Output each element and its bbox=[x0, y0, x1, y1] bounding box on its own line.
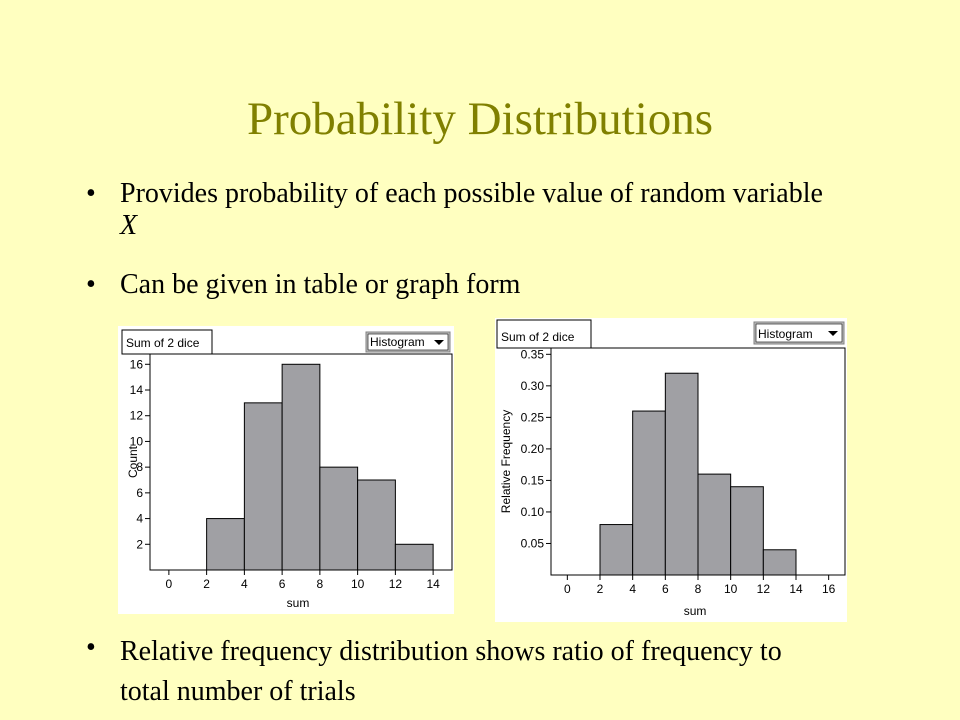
histogram-menu-inner[interactable] bbox=[367, 333, 449, 351]
x-tick-label: 6 bbox=[279, 577, 286, 591]
x-tick-label: 14 bbox=[426, 577, 440, 591]
histogram-relfreq-chart: Sum of 2 dice Histogram 0 2 4 6 8 10 12 14 16 0.05 0… bbox=[496, 319, 846, 618]
bullet-1: • Provides probability of each possible … bbox=[86, 178, 846, 242]
chart-tab-label[interactable]: Sum of 2 dice bbox=[126, 336, 200, 350]
bullet-dot: • bbox=[86, 632, 96, 663]
y-axis-label: Relative Frequency bbox=[499, 410, 513, 513]
x-tick-label: 0 bbox=[564, 582, 571, 596]
histogram-count-panel: Sum of 2 dice Histogram 0 2 4 6 8 10 12 14 2 4 6 8 10 1… bbox=[118, 326, 454, 614]
y-tick-label: 10 bbox=[130, 434, 144, 448]
histogram-menu-label[interactable]: Histogram bbox=[370, 335, 425, 349]
bullet-1-text: Provides probability of each possible va… bbox=[120, 178, 846, 242]
x-tick-label: 4 bbox=[241, 577, 248, 591]
y-tick-label: 0.35 bbox=[521, 347, 545, 361]
x-tick-label: 10 bbox=[351, 577, 365, 591]
y-axis-label: Count bbox=[126, 445, 140, 478]
x-tick-label: 4 bbox=[629, 582, 636, 596]
y-tick-label: 8 bbox=[136, 460, 143, 474]
y-tick-label: 0.15 bbox=[521, 473, 545, 487]
bullet-dot: • bbox=[86, 178, 96, 209]
x-tick-label: 2 bbox=[203, 577, 210, 591]
histogram-menu-label[interactable]: Histogram bbox=[758, 327, 813, 341]
x-tick-label: 2 bbox=[597, 582, 604, 596]
y-tick-label: 14 bbox=[130, 383, 144, 397]
chevron-down-icon[interactable] bbox=[828, 331, 838, 336]
x-tick-label: 10 bbox=[724, 582, 738, 596]
x-axis-label: sum bbox=[287, 596, 310, 610]
y-tick-label: 2 bbox=[136, 537, 143, 551]
chart-tab-label[interactable]: Sum of 2 dice bbox=[501, 330, 575, 344]
histogram-bar bbox=[730, 486, 764, 576]
x-tick-label: 0 bbox=[166, 577, 173, 591]
chevron-down-icon[interactable] bbox=[434, 340, 444, 345]
histogram-bar bbox=[243, 402, 283, 571]
histogram-bar bbox=[664, 372, 699, 576]
y-tick-label: 0.05 bbox=[521, 536, 545, 550]
histogram-bar bbox=[206, 518, 245, 571]
y-tick-label: 0.30 bbox=[521, 379, 545, 393]
y-tick-label: 12 bbox=[130, 409, 144, 423]
y-tick-label: 16 bbox=[130, 357, 144, 371]
bullet-3-text: Relative frequency distribution shows ra… bbox=[120, 636, 782, 707]
x-tick-label: 8 bbox=[317, 577, 324, 591]
y-tick-label: 0.25 bbox=[521, 410, 545, 424]
bullet-2: • Can be given in table or graph form bbox=[86, 269, 846, 301]
x-tick-label: 16 bbox=[822, 582, 836, 596]
bullet-3: • Relative frequency distribution shows … bbox=[86, 632, 826, 712]
histogram-bar bbox=[357, 479, 396, 571]
chart-tab[interactable] bbox=[496, 319, 592, 349]
chart-tab[interactable] bbox=[121, 329, 213, 355]
bullet-1-variable: X bbox=[120, 210, 138, 241]
x-axis-label: sum bbox=[684, 604, 707, 618]
y-tick-label: 6 bbox=[136, 486, 143, 500]
histogram-bar bbox=[697, 473, 732, 576]
x-tick-label: 6 bbox=[662, 582, 669, 596]
histogram-bar bbox=[319, 466, 359, 571]
bullet-1-text-main: Provides probability of each possible va… bbox=[120, 178, 823, 209]
x-tick-label: 14 bbox=[789, 582, 803, 596]
bullet-2-text: Can be given in table or graph form bbox=[120, 269, 521, 300]
y-tick-label: 4 bbox=[136, 512, 143, 526]
histogram-bar bbox=[632, 410, 666, 576]
histogram-bar bbox=[281, 363, 321, 571]
x-tick-label: 8 bbox=[695, 582, 702, 596]
bullet-dot: • bbox=[86, 269, 96, 300]
slide-title: Probability Distributions bbox=[246, 93, 714, 145]
histogram-bar bbox=[599, 524, 634, 576]
y-tick-label: 0.20 bbox=[521, 442, 545, 456]
histogram-menu-inner[interactable] bbox=[755, 323, 843, 343]
histogram-bar bbox=[394, 543, 434, 571]
histogram-relfreq-panel: Sum of 2 dice Histogram 0 2 4 6 8 10 12 14 16 0.05 0… bbox=[495, 318, 847, 622]
x-tick-label: 12 bbox=[757, 582, 771, 596]
x-tick-label: 12 bbox=[389, 577, 403, 591]
histogram-bar bbox=[762, 549, 797, 576]
histogram-count-chart: Sum of 2 dice Histogram 0 2 4 6 8 10 12 14 2 4 6 8 10 1… bbox=[121, 329, 453, 610]
y-tick-label: 0.10 bbox=[521, 505, 545, 519]
